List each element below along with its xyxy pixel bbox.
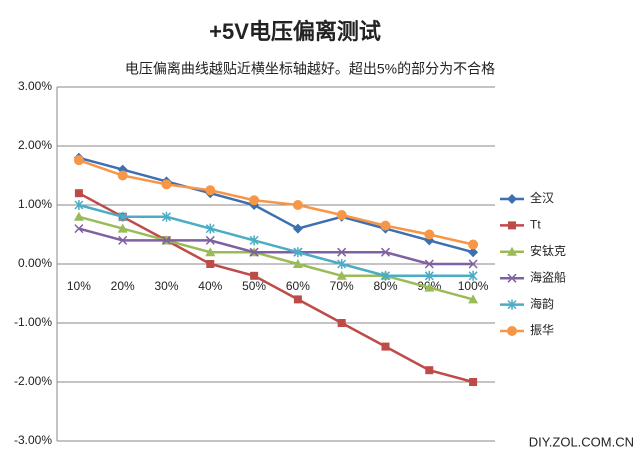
legend-marker bbox=[508, 221, 516, 230]
data-point bbox=[161, 211, 172, 222]
y-tick-label: 2.00% bbox=[18, 138, 52, 152]
y-tick-label: 3.00% bbox=[18, 79, 52, 93]
series-line bbox=[78, 158, 474, 246]
y-tick-label: 1.00% bbox=[18, 197, 52, 211]
series-line bbox=[78, 227, 474, 266]
legend-marker bbox=[507, 194, 517, 204]
data-point bbox=[118, 211, 128, 222]
legend-label: 海盗船 bbox=[530, 269, 566, 284]
data-point bbox=[380, 220, 391, 231]
data-point bbox=[468, 270, 478, 281]
data-point bbox=[74, 200, 84, 210]
chart-title: +5V电压偏离测试 bbox=[209, 19, 381, 44]
data-point bbox=[468, 247, 479, 258]
x-tick-label: 40% bbox=[198, 279, 222, 293]
x-tick-label: 50% bbox=[242, 279, 266, 293]
legend-label: 全汉 bbox=[530, 190, 554, 205]
data-point bbox=[425, 366, 434, 375]
data-point bbox=[118, 235, 128, 245]
data-point bbox=[205, 235, 215, 245]
x-tick-label: 80% bbox=[373, 279, 397, 293]
data-point bbox=[249, 235, 259, 246]
data-point bbox=[205, 223, 215, 234]
data-point bbox=[424, 282, 435, 292]
data-point bbox=[206, 260, 215, 268]
data-point bbox=[117, 223, 128, 233]
x-tick-label: 30% bbox=[154, 279, 178, 293]
data-point bbox=[292, 223, 303, 234]
series-line bbox=[78, 192, 474, 384]
data-point bbox=[380, 247, 391, 257]
series-line bbox=[78, 203, 474, 278]
series-line bbox=[78, 156, 474, 254]
data-point bbox=[468, 239, 479, 250]
data-point bbox=[293, 247, 303, 258]
legend-label: Tt bbox=[530, 218, 541, 232]
data-point bbox=[117, 170, 128, 181]
data-point bbox=[249, 195, 260, 206]
data-point bbox=[74, 189, 83, 198]
x-tick-label: 20% bbox=[111, 279, 135, 293]
data-point bbox=[469, 378, 478, 386]
x-tick-label: 60% bbox=[286, 279, 310, 293]
x-tick-label: 100% bbox=[458, 279, 489, 293]
data-point bbox=[468, 259, 478, 269]
y-tick-label: -3.00% bbox=[14, 433, 52, 447]
data-point bbox=[292, 200, 303, 210]
data-point bbox=[205, 185, 216, 196]
data-point bbox=[424, 229, 435, 240]
data-point bbox=[424, 259, 434, 269]
data-point bbox=[73, 211, 84, 221]
legend-marker bbox=[507, 246, 517, 256]
legend-label: 海韵 bbox=[530, 296, 554, 311]
data-point bbox=[336, 270, 347, 280]
data-point bbox=[205, 247, 216, 257]
legend-label: 振华 bbox=[530, 323, 554, 337]
data-point bbox=[73, 155, 84, 166]
x-tick-label: 70% bbox=[330, 279, 354, 293]
legend-label: 安钛克 bbox=[530, 243, 566, 258]
data-point bbox=[161, 179, 172, 190]
legend-marker bbox=[507, 299, 517, 310]
data-point bbox=[336, 210, 347, 221]
data-point bbox=[468, 294, 479, 304]
y-tick-label: -2.00% bbox=[14, 374, 52, 388]
data-point bbox=[337, 259, 347, 269]
data-point bbox=[337, 319, 346, 327]
data-point bbox=[250, 271, 259, 280]
data-point bbox=[381, 342, 390, 351]
data-point bbox=[249, 247, 259, 257]
data-point bbox=[74, 224, 84, 234]
data-point bbox=[293, 295, 302, 304]
source-label: DIY.ZOL.COM.CN bbox=[529, 434, 634, 449]
data-point bbox=[337, 247, 347, 257]
data-point bbox=[380, 270, 391, 281]
chart-subtitle: 电压偏离曲线越贴近横坐标轴越好。超出5%的部分为不合格 bbox=[125, 61, 495, 77]
data-point bbox=[161, 235, 172, 245]
legend-marker bbox=[507, 326, 517, 336]
series-line bbox=[78, 215, 474, 301]
y-tick-label: 0.00% bbox=[18, 256, 52, 270]
data-point bbox=[292, 259, 303, 268]
legend-marker bbox=[507, 273, 517, 283]
data-point bbox=[424, 270, 434, 281]
y-tick-label: -1.00% bbox=[14, 315, 52, 329]
x-tick-label: 10% bbox=[67, 279, 91, 293]
